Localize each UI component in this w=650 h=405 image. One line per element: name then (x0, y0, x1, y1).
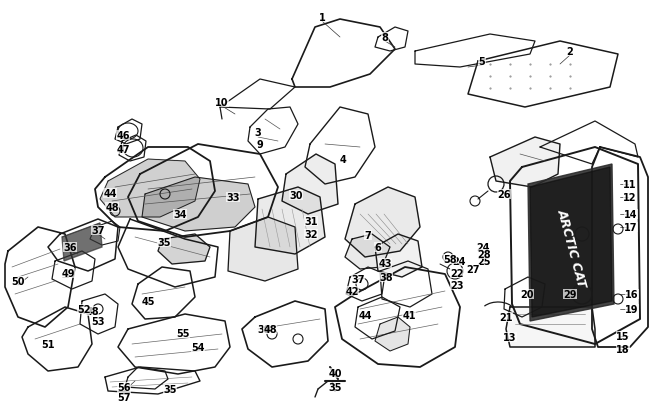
Polygon shape (255, 188, 325, 254)
Text: 14: 14 (624, 209, 638, 220)
Text: 13: 13 (503, 332, 517, 342)
Polygon shape (282, 155, 338, 215)
Text: 3: 3 (255, 128, 261, 138)
Text: 23: 23 (450, 280, 463, 290)
Text: 35: 35 (163, 384, 177, 394)
Text: 27: 27 (466, 264, 480, 274)
Polygon shape (528, 164, 614, 321)
Text: 8: 8 (382, 33, 389, 43)
Polygon shape (62, 224, 102, 261)
Text: 48: 48 (263, 324, 277, 334)
Text: 40: 40 (328, 368, 342, 378)
Text: 6: 6 (374, 243, 382, 252)
Polygon shape (490, 138, 560, 188)
Text: 45: 45 (141, 296, 155, 306)
Text: 17: 17 (624, 222, 638, 232)
Text: 7: 7 (365, 230, 371, 241)
Text: 19: 19 (625, 304, 639, 314)
Text: 52: 52 (77, 304, 91, 314)
Text: 49: 49 (61, 269, 75, 278)
Text: 28: 28 (477, 249, 491, 259)
Polygon shape (158, 234, 210, 264)
Text: 24: 24 (476, 243, 489, 252)
Text: 58: 58 (443, 254, 457, 264)
Text: 35: 35 (328, 382, 342, 392)
Text: ARCTIC CAT: ARCTIC CAT (555, 207, 589, 288)
Text: 35: 35 (157, 237, 171, 247)
Text: 5: 5 (478, 57, 486, 67)
Text: 51: 51 (41, 339, 55, 349)
Text: 32: 32 (304, 230, 318, 239)
Text: 22: 22 (450, 269, 463, 278)
Polygon shape (530, 168, 612, 317)
Text: 4: 4 (339, 155, 346, 164)
Polygon shape (345, 188, 420, 257)
Text: 44: 44 (103, 189, 117, 198)
Text: 37: 37 (351, 274, 365, 284)
Text: 31: 31 (304, 216, 318, 226)
Text: 47: 47 (116, 145, 130, 155)
Text: 34: 34 (174, 209, 187, 220)
Polygon shape (142, 177, 255, 231)
Text: 12: 12 (623, 192, 637, 202)
Text: 57: 57 (117, 392, 131, 402)
Text: 44: 44 (358, 310, 372, 320)
Text: 30: 30 (289, 190, 303, 200)
Text: 21: 21 (499, 312, 513, 322)
Text: 48: 48 (105, 202, 119, 213)
Text: 1: 1 (318, 13, 326, 23)
Polygon shape (228, 217, 298, 281)
Polygon shape (375, 317, 410, 351)
Text: 29: 29 (564, 289, 577, 299)
Text: 9: 9 (257, 140, 263, 149)
Polygon shape (506, 307, 595, 347)
Text: 56: 56 (117, 382, 131, 392)
Text: 38: 38 (379, 272, 393, 282)
Text: 42: 42 (345, 286, 359, 296)
Text: 54: 54 (191, 342, 205, 352)
Text: 11: 11 (623, 179, 637, 190)
Text: 50: 50 (11, 276, 25, 286)
Text: 24: 24 (452, 256, 466, 266)
Text: 2: 2 (567, 47, 573, 57)
Text: 20: 20 (520, 289, 534, 299)
Text: 26: 26 (497, 190, 511, 200)
Text: 43: 43 (378, 258, 392, 269)
Polygon shape (100, 160, 200, 217)
Text: 16: 16 (625, 289, 639, 299)
Text: 39: 39 (257, 324, 271, 334)
Text: 37: 37 (91, 226, 105, 235)
Text: 53: 53 (91, 316, 105, 326)
Text: 41: 41 (402, 310, 416, 320)
Polygon shape (375, 234, 422, 277)
Text: 55: 55 (176, 328, 190, 338)
Text: 48: 48 (85, 306, 99, 316)
Text: 18: 18 (616, 344, 630, 354)
Polygon shape (345, 234, 390, 269)
Text: 10: 10 (215, 98, 229, 108)
Text: 46: 46 (116, 131, 130, 141)
Text: 15: 15 (616, 331, 630, 341)
Text: 33: 33 (226, 192, 240, 202)
Text: 25: 25 (477, 256, 491, 266)
Text: 36: 36 (63, 243, 77, 252)
